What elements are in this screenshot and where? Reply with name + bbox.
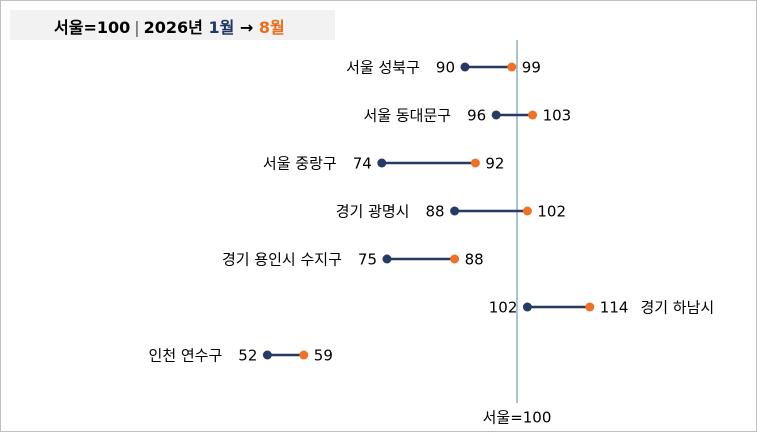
end-value-label: 103: [543, 107, 572, 125]
end-point: [522, 206, 532, 216]
start-value-label: 90: [436, 59, 455, 77]
region-label: 경기 용인시 수지구: [222, 251, 342, 269]
end-value-label: 99: [522, 59, 541, 77]
title-separator: |: [134, 18, 140, 37]
end-point: [470, 158, 480, 168]
start-point: [377, 158, 387, 168]
reference-label: 서울=100: [483, 409, 552, 427]
title-to-month: 8월: [258, 18, 285, 37]
end-value-label: 92: [485, 155, 504, 173]
start-value-label: 52: [238, 347, 257, 365]
title-from-month: 1월: [208, 18, 235, 37]
start-value-label: 75: [358, 251, 377, 269]
region-label: 서울 성북구: [346, 59, 420, 77]
end-point: [507, 62, 517, 72]
start-point: [450, 206, 460, 216]
title-period-prefix: 2026년: [143, 18, 203, 37]
end-point: [450, 254, 460, 264]
start-value-label: 102: [489, 299, 518, 317]
end-value-label: 88: [465, 251, 484, 269]
start-point: [460, 62, 470, 72]
end-value-label: 114: [600, 299, 629, 317]
start-point: [262, 350, 272, 360]
start-point: [382, 254, 392, 264]
end-point: [585, 302, 595, 312]
chart-title: 서울=100 | 2026년 1월 → 8월: [54, 14, 285, 38]
start-value-label: 88: [426, 203, 445, 221]
title-base: 서울=100: [54, 18, 131, 37]
end-value-label: 102: [537, 203, 566, 221]
end-point: [299, 350, 309, 360]
start-value-label: 74: [353, 155, 372, 173]
region-label: 인천 연수구: [149, 347, 223, 365]
end-value-label: 59: [314, 347, 333, 365]
start-point: [491, 110, 501, 120]
region-label: 경기 하남시: [640, 299, 714, 317]
region-label: 서울 동대문구: [364, 107, 452, 125]
start-point: [522, 302, 532, 312]
end-point: [528, 110, 538, 120]
title-box: 서울=100 | 2026년 1월 → 8월: [10, 10, 335, 40]
region-label: 서울 중랑구: [263, 155, 337, 173]
region-label: 경기 광명시: [336, 203, 410, 221]
title-arrow: →: [239, 18, 254, 37]
start-value-label: 96: [467, 107, 486, 125]
